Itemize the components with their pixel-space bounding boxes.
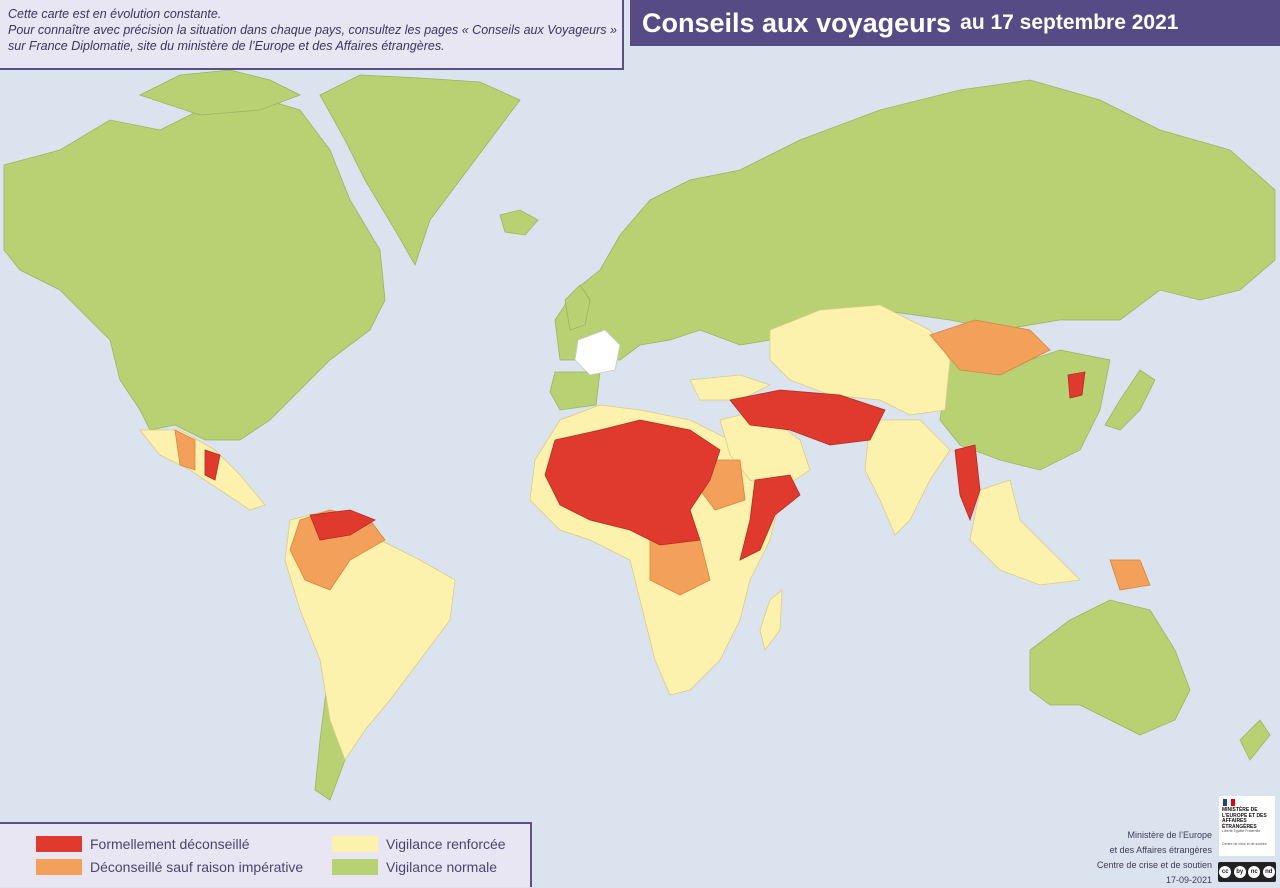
yemen-somalia (739, 474, 801, 561)
legend-item-deconseille: Déconseillé sauf raison impérative (36, 859, 303, 875)
southeast-asia (969, 479, 1081, 586)
note-line-3: sur France Diplomatie, site du ministère… (8, 39, 445, 53)
title-bar: Conseils aux voyageurs au 17 septembre 2… (630, 0, 1280, 46)
legend-swatch-formel (36, 836, 82, 852)
legend-item-renforcee: Vigilance renforcée (332, 836, 506, 852)
middle-east (729, 389, 886, 446)
mongolia (929, 319, 1051, 376)
legend: Formellement déconseillé Déconseillé sau… (0, 822, 532, 887)
legend-label-normale: Vigilance normale (386, 859, 498, 875)
sahel (544, 419, 721, 546)
turkey (689, 374, 772, 401)
legend-label-deconseille: Déconseillé sauf raison impérative (90, 859, 304, 875)
zone-formellement-deconseille (204, 371, 1086, 561)
venezuela-border (309, 509, 376, 541)
legend-swatch-renforcee (332, 836, 378, 852)
legend-item-formel: Formellement déconseillé (36, 836, 250, 852)
credits-date: 17-09-2021 (1165, 875, 1212, 885)
map-date: au 17 septembre 2021 (960, 11, 1179, 34)
papua (1109, 559, 1151, 591)
china (939, 349, 1111, 471)
by-icon: by (1233, 866, 1246, 878)
nc-icon: nc (1248, 866, 1261, 878)
map-title: Conseils aux voyageurs (642, 7, 952, 38)
note-line-2: Pour connaître avec précision la situati… (8, 23, 617, 37)
cc-icon: cc (1219, 866, 1232, 878)
credits-line-3: Centre de crise et de soutien (1096, 860, 1212, 870)
mexico-south (204, 449, 221, 481)
uk (564, 284, 591, 331)
australia (1029, 599, 1191, 736)
ministry-logo: MINISTÈRE DE L’EUROPE ET DES AFFAIRES ÉT… (1219, 796, 1275, 856)
logo-text: MINISTÈRE DE L’EUROPE ET DES AFFAIRES ÉT… (1222, 807, 1267, 830)
credits-line-2: et des Affaires étrangères (1109, 845, 1212, 855)
france (574, 329, 621, 376)
central-asia (769, 304, 951, 416)
legend-item-normale: Vigilance normale (332, 859, 497, 875)
arctic-islands (138, 69, 301, 116)
flag-icon (1223, 799, 1235, 806)
note-line-1: Cette carte est en évolution constante. (8, 7, 222, 21)
india (864, 419, 951, 536)
greenland (319, 74, 521, 266)
mexico (139, 429, 266, 511)
legend-swatch-normale (332, 859, 378, 875)
madagascar (759, 589, 783, 651)
credits-line-1: Ministère de l’Europe (1127, 830, 1212, 840)
logo-motto: Liberté Égalité Fraternité (1222, 829, 1261, 833)
europe-russia (554, 79, 1276, 361)
iberia (549, 371, 601, 411)
zone-deconseille (174, 319, 1151, 596)
north-korea (1067, 371, 1086, 399)
mexico-north (174, 429, 196, 471)
iceland (499, 209, 539, 236)
credits: Ministère de l’Europe et des Affaires ét… (1012, 828, 1212, 888)
legend-label-renforcee: Vigilance renforcée (386, 836, 506, 852)
legend-label-formel: Formellement déconseillé (90, 836, 250, 852)
myanmar (954, 444, 981, 522)
license-badge: cc by nc nd (1218, 862, 1276, 882)
info-note: Cette carte est en évolution constante. … (0, 0, 624, 70)
legend-swatch-deconseille (36, 859, 82, 875)
new-zealand (1239, 719, 1271, 761)
nd-icon: nd (1262, 866, 1275, 878)
japan (1104, 369, 1156, 431)
logo-sub: Centre de crise et de soutien (1222, 842, 1267, 846)
